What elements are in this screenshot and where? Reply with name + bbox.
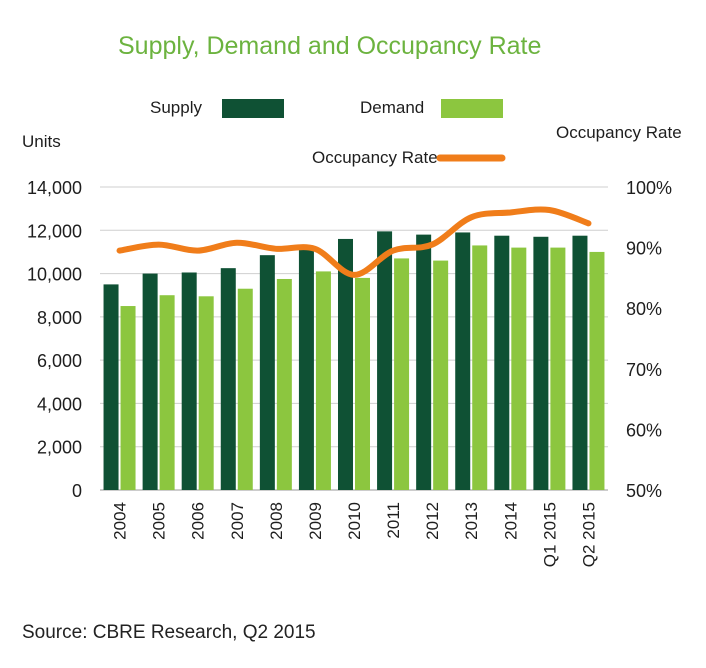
- demand-bar: [315, 271, 331, 490]
- demand-bar: [472, 245, 488, 490]
- demand-bar: [550, 247, 566, 490]
- y2-tick-label: 50%: [626, 481, 662, 501]
- y-axis-title: Units: [22, 132, 61, 151]
- legend-demand-swatch: [441, 99, 503, 118]
- supply-bar: [377, 231, 393, 490]
- y-tick-label: 6,000: [37, 351, 82, 371]
- y2-tick-label: 60%: [626, 420, 662, 440]
- chart-title: Supply, Demand and Occupancy Rate: [118, 32, 541, 60]
- x-tick-label: 2014: [501, 502, 520, 540]
- x-tick-label: 2013: [462, 502, 481, 540]
- supply-bar: [338, 238, 353, 490]
- supply-bar: [533, 236, 549, 490]
- supply-bar: [416, 234, 432, 490]
- x-tick-label: 2012: [423, 502, 442, 540]
- demand-bar: [237, 288, 253, 490]
- supply-bar: [494, 235, 510, 490]
- y-tick-label: 14,000: [27, 178, 82, 198]
- x-tick-label: 2011: [384, 502, 403, 539]
- x-tick-label: 2010: [345, 502, 364, 540]
- demand-bar: [511, 247, 527, 490]
- legend-demand-label: Demand: [360, 98, 424, 117]
- supply-bar: [455, 232, 471, 490]
- y2-tick-label: 90%: [626, 239, 662, 259]
- x-tick-label: 2008: [267, 502, 286, 540]
- y2-axis-ticks: 50% 60% 70% 80% 90% 100%: [626, 178, 672, 501]
- x-tick-label: Q1 2015: [540, 502, 559, 567]
- occupancy-line-group: [116, 206, 592, 278]
- y-tick-label: 10,000: [27, 265, 82, 285]
- x-tick-label: 2004: [111, 502, 130, 540]
- occupancy-rate-line: [116, 206, 592, 278]
- demand-bar: [589, 251, 605, 490]
- demand-bar: [159, 295, 175, 490]
- supply-bar: [220, 268, 236, 490]
- y-tick-label: 4,000: [37, 394, 82, 414]
- gridlines: [100, 186, 608, 491]
- legend-supply-swatch: [222, 99, 284, 118]
- y-axis-ticks: 0 2,000 4,000 6,000 8,000 10,000 12,000 14,000: [27, 178, 82, 501]
- supply-bar: [298, 249, 314, 490]
- x-tick-label: 2007: [228, 502, 247, 540]
- supply-bar: [181, 272, 197, 490]
- supply-bar: [259, 255, 275, 490]
- source-note: Source: CBRE Research, Q2 2015: [22, 622, 316, 643]
- y2-tick-label: 100%: [626, 178, 672, 198]
- supply-bar: [103, 284, 119, 490]
- demand-bar: [276, 278, 292, 490]
- demand-bar: [120, 306, 136, 490]
- y-tick-label: 8,000: [37, 308, 82, 328]
- x-tick-label: 2009: [306, 502, 325, 540]
- supply-bar: [142, 273, 158, 490]
- y2-axis-title: Occupancy Rate: [556, 123, 682, 142]
- y-tick-label: 12,000: [27, 221, 82, 241]
- x-axis-ticks: 2004 2005 2006 2007 2008 2009 2010 2011 2012 2013…: [111, 502, 599, 567]
- y-tick-label: 0: [72, 481, 82, 501]
- demand-bar: [198, 296, 214, 490]
- demand-bar: [355, 277, 370, 490]
- x-tick-label: Q2 2015: [579, 502, 598, 567]
- x-tick-label: 2006: [189, 502, 208, 540]
- legend-supply-label: Supply: [150, 98, 202, 117]
- legend-occupancy-label: Occupancy Rate: [312, 148, 438, 167]
- y2-tick-label: 70%: [626, 360, 662, 380]
- supply-bar: [572, 235, 588, 490]
- x-tick-label: 2005: [150, 502, 169, 540]
- demand-bar: [433, 260, 449, 490]
- y-tick-label: 2,000: [37, 438, 82, 458]
- demand-bar: [394, 258, 410, 490]
- y2-tick-label: 80%: [626, 299, 662, 319]
- bars-group: [103, 231, 605, 490]
